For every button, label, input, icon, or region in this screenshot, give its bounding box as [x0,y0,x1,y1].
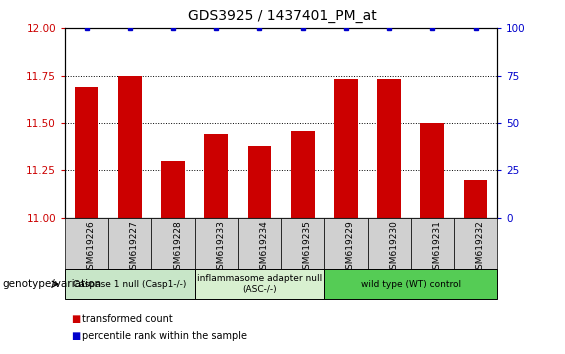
Bar [334,79,358,218]
Bar [65,269,194,299]
Text: GSM619233: GSM619233 [216,220,225,275]
Bar [464,180,488,218]
Bar [238,218,281,269]
Bar [161,161,185,218]
Text: inflammasome adapter null
(ASC-/-): inflammasome adapter null (ASC-/-) [197,274,322,294]
Text: GSM619231: GSM619231 [432,220,441,275]
Text: GSM619229: GSM619229 [346,220,355,275]
Text: ■: ■ [71,314,80,324]
Text: GSM619234: GSM619234 [259,220,268,275]
Bar [247,146,271,218]
Bar [205,135,228,218]
Text: transformed count: transformed count [82,314,173,324]
Bar [324,218,368,269]
Text: GSM619227: GSM619227 [130,220,139,275]
Bar [281,218,324,269]
Text: GSM619230: GSM619230 [389,220,398,275]
Bar [420,123,444,218]
Text: GDS3925 / 1437401_PM_at: GDS3925 / 1437401_PM_at [188,9,377,23]
Bar [75,87,98,218]
Text: percentile rank within the sample: percentile rank within the sample [82,331,247,341]
Bar [118,76,142,218]
Text: wild type (WT) control: wild type (WT) control [360,280,461,289]
Text: GSM619235: GSM619235 [303,220,312,275]
Bar [194,218,238,269]
Text: GSM619226: GSM619226 [86,220,95,275]
Bar [411,218,454,269]
Bar [108,218,151,269]
Text: GSM619228: GSM619228 [173,220,182,275]
Text: genotype/variation: genotype/variation [3,279,102,289]
Bar [367,218,411,269]
Bar [194,269,324,299]
Bar [291,131,315,218]
Text: GSM619232: GSM619232 [476,220,485,275]
Bar [65,218,108,269]
Bar [377,79,401,218]
Text: Caspase 1 null (Casp1-/-): Caspase 1 null (Casp1-/-) [73,280,186,289]
Text: ■: ■ [71,331,80,341]
Bar [454,218,497,269]
Bar [151,218,194,269]
Bar [324,269,497,299]
